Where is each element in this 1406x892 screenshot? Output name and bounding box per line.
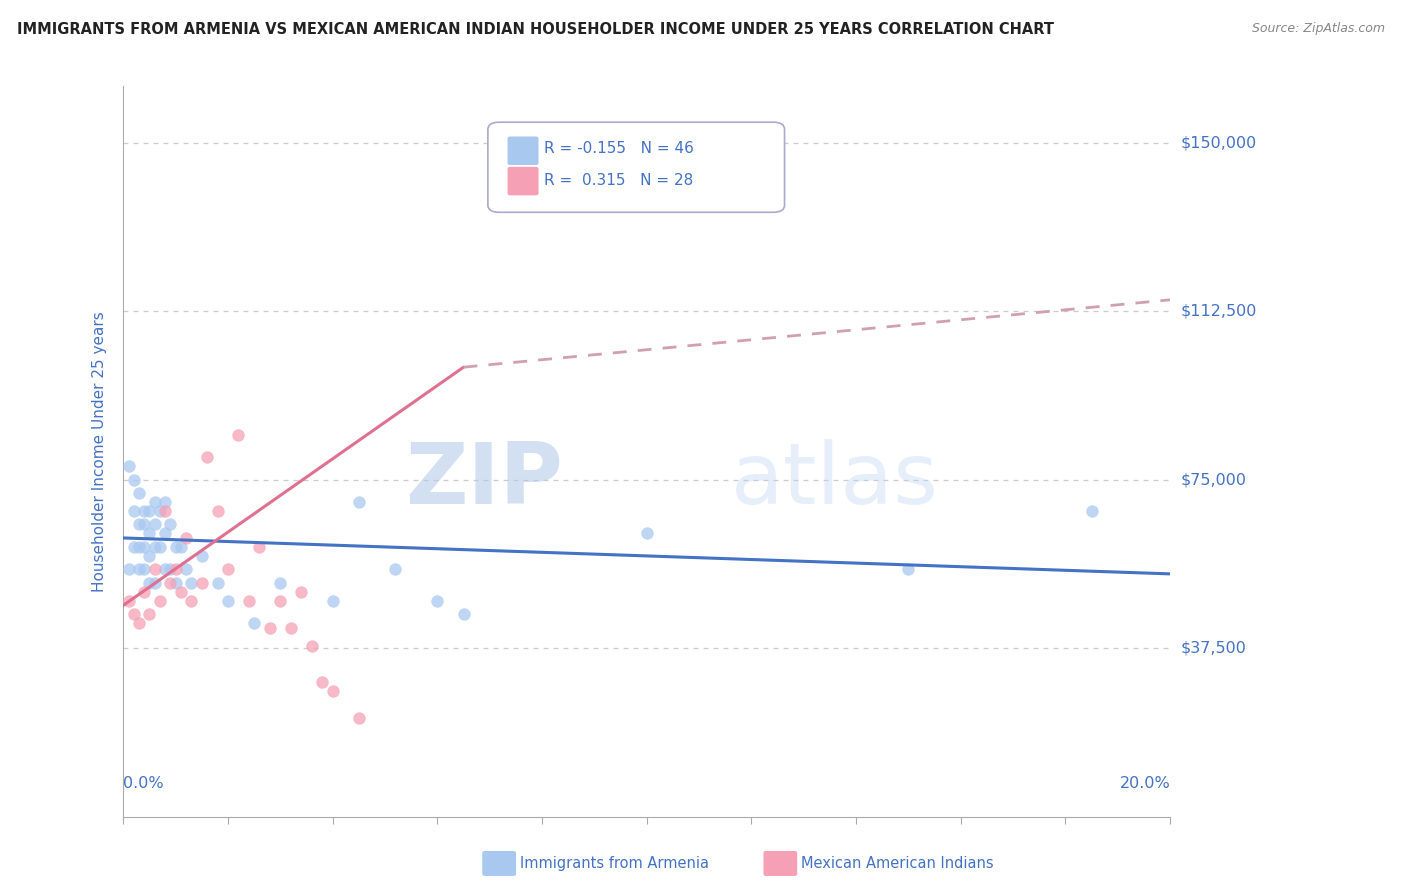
Point: [301, 639, 323, 653]
Point: [153, 504, 176, 518]
Point: [138, 549, 160, 563]
Point: [280, 621, 302, 635]
Point: [122, 504, 145, 518]
Point: [143, 495, 166, 509]
Point: [174, 562, 197, 576]
Point: [238, 594, 260, 608]
Point: [347, 711, 370, 725]
Text: Source: ZipAtlas.com: Source: ZipAtlas.com: [1251, 22, 1385, 36]
Point: [165, 575, 187, 590]
Point: [180, 594, 202, 608]
Point: [153, 562, 176, 576]
Point: [149, 504, 172, 518]
Point: [636, 526, 658, 541]
Text: Mexican American Indians: Mexican American Indians: [801, 856, 994, 871]
Point: [153, 526, 176, 541]
Text: R = -0.155   N = 46: R = -0.155 N = 46: [544, 142, 695, 156]
Point: [134, 562, 156, 576]
Point: [128, 540, 150, 554]
Point: [117, 458, 139, 473]
Point: [180, 575, 202, 590]
Text: R =  0.315   N = 28: R = 0.315 N = 28: [544, 173, 693, 187]
Point: [322, 683, 344, 698]
Point: [195, 450, 218, 464]
Point: [170, 585, 193, 599]
Point: [384, 562, 406, 576]
Point: [247, 540, 270, 554]
Point: [128, 562, 150, 576]
Point: [159, 517, 181, 532]
Point: [259, 621, 281, 635]
Point: [217, 594, 239, 608]
Point: [159, 562, 181, 576]
Text: $75,000: $75,000: [1181, 472, 1247, 487]
Point: [228, 427, 250, 442]
Point: [165, 562, 187, 576]
Text: 0.0%: 0.0%: [124, 776, 165, 791]
Point: [138, 504, 160, 518]
Point: [128, 616, 150, 631]
Text: $150,000: $150,000: [1181, 135, 1257, 150]
Point: [143, 575, 166, 590]
Point: [138, 575, 160, 590]
Point: [243, 616, 266, 631]
Point: [159, 575, 181, 590]
Point: [138, 526, 160, 541]
Point: [149, 594, 172, 608]
Point: [426, 594, 449, 608]
Point: [174, 531, 197, 545]
Point: [143, 540, 166, 554]
Point: [170, 540, 193, 554]
Point: [207, 575, 229, 590]
Point: [217, 562, 239, 576]
Text: $112,500: $112,500: [1181, 303, 1257, 318]
Point: [1080, 504, 1102, 518]
Point: [128, 517, 150, 532]
Point: [122, 540, 145, 554]
Point: [290, 585, 312, 599]
Point: [269, 594, 291, 608]
Point: [153, 495, 176, 509]
Point: [143, 517, 166, 532]
Point: [117, 562, 139, 576]
Text: $37,500: $37,500: [1181, 640, 1247, 656]
Point: [207, 504, 229, 518]
Text: atlas: atlas: [731, 439, 938, 522]
Point: [134, 540, 156, 554]
Point: [897, 562, 920, 576]
Text: Immigrants from Armenia: Immigrants from Armenia: [520, 856, 709, 871]
Point: [128, 486, 150, 500]
Point: [117, 594, 139, 608]
Point: [134, 517, 156, 532]
Point: [453, 607, 475, 622]
Text: 20.0%: 20.0%: [1119, 776, 1170, 791]
Point: [122, 607, 145, 622]
Point: [191, 549, 214, 563]
Point: [149, 540, 172, 554]
Point: [347, 495, 370, 509]
Point: [322, 594, 344, 608]
Point: [191, 575, 214, 590]
Point: [134, 504, 156, 518]
Point: [165, 540, 187, 554]
Text: IMMIGRANTS FROM ARMENIA VS MEXICAN AMERICAN INDIAN HOUSEHOLDER INCOME UNDER 25 Y: IMMIGRANTS FROM ARMENIA VS MEXICAN AMERI…: [17, 22, 1054, 37]
Point: [138, 607, 160, 622]
Point: [143, 562, 166, 576]
Point: [311, 674, 333, 689]
Point: [134, 585, 156, 599]
Text: ZIP: ZIP: [405, 439, 562, 522]
Point: [269, 575, 291, 590]
Point: [122, 473, 145, 487]
Y-axis label: Householder Income Under 25 years: Householder Income Under 25 years: [93, 311, 107, 591]
